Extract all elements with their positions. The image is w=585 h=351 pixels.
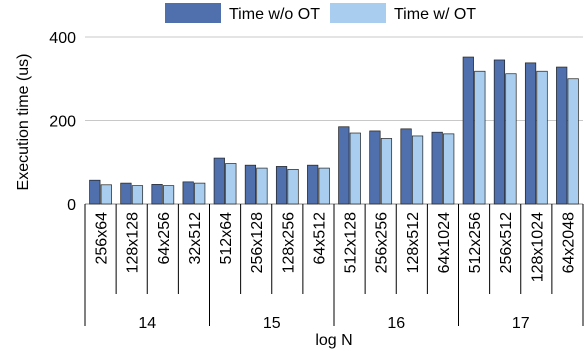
legend: Time w/o OT Time w/ OT xyxy=(165,3,476,23)
bar xyxy=(443,133,455,205)
bars xyxy=(89,56,579,205)
bar xyxy=(524,62,537,205)
category-label: 64x2048 xyxy=(560,212,577,273)
bar xyxy=(411,135,424,205)
bar xyxy=(89,179,101,205)
bar xyxy=(349,132,361,205)
x-axis-title: log N xyxy=(315,332,352,349)
bar xyxy=(162,185,175,205)
category-axis: 256x64 128x128 64x256 32x512 512x64 256x128 12… xyxy=(84,204,584,294)
bar xyxy=(462,56,474,205)
bar xyxy=(536,70,548,205)
category-label: 512x128 xyxy=(343,212,360,273)
bar xyxy=(287,168,299,205)
bar xyxy=(151,184,163,205)
group-label: 16 xyxy=(387,315,405,332)
y-axis-ticks: 0 200 400 xyxy=(49,30,76,214)
bar xyxy=(380,138,393,205)
category-label: 512x256 xyxy=(467,212,484,273)
bar xyxy=(225,163,237,205)
category-label: 128x512 xyxy=(405,212,422,273)
group-label: 17 xyxy=(512,315,530,332)
bar xyxy=(493,59,506,205)
y-tick-label: 200 xyxy=(49,114,76,131)
legend-label: Time w/o OT xyxy=(229,6,320,23)
bar xyxy=(100,184,112,205)
bar xyxy=(307,164,319,205)
bar xyxy=(131,185,144,205)
bar xyxy=(338,126,350,205)
bar xyxy=(400,128,412,205)
group-label: 15 xyxy=(263,315,281,332)
category-label: 64x256 xyxy=(156,212,173,265)
category-label: 256x128 xyxy=(249,212,266,273)
bar xyxy=(567,78,579,205)
category-label: 128x1024 xyxy=(529,212,546,282)
bar xyxy=(256,167,268,205)
legend-swatch xyxy=(165,3,221,23)
category-label: 128x256 xyxy=(280,212,297,273)
legend-swatch xyxy=(330,3,386,23)
y-tick-label: 0 xyxy=(67,197,76,214)
category-label: 64x512 xyxy=(311,212,328,265)
bar xyxy=(474,70,486,205)
bar xyxy=(431,131,443,205)
category-label: 64x1024 xyxy=(436,212,453,273)
bar xyxy=(182,181,194,205)
category-label: 256x512 xyxy=(498,212,515,273)
category-label: 512x64 xyxy=(218,212,235,265)
legend-label: Time w/ OT xyxy=(394,6,476,23)
bar xyxy=(244,164,257,205)
y-tick-label: 400 xyxy=(49,30,76,47)
bar xyxy=(556,66,568,205)
bar xyxy=(194,182,206,205)
category-label: 256x256 xyxy=(374,212,391,273)
category-label: 32x512 xyxy=(187,212,204,265)
bar xyxy=(275,166,288,205)
bar xyxy=(213,157,225,205)
y-axis-title: Execution time (us) xyxy=(15,54,32,191)
group-label: 14 xyxy=(138,315,156,332)
category-label: 128x128 xyxy=(125,212,142,273)
bar xyxy=(505,73,517,205)
bar xyxy=(120,182,132,205)
bar xyxy=(318,167,330,205)
bar xyxy=(369,130,381,205)
group-axis: 14 15 16 17 xyxy=(84,294,584,332)
category-label: 256x64 xyxy=(94,212,111,265)
